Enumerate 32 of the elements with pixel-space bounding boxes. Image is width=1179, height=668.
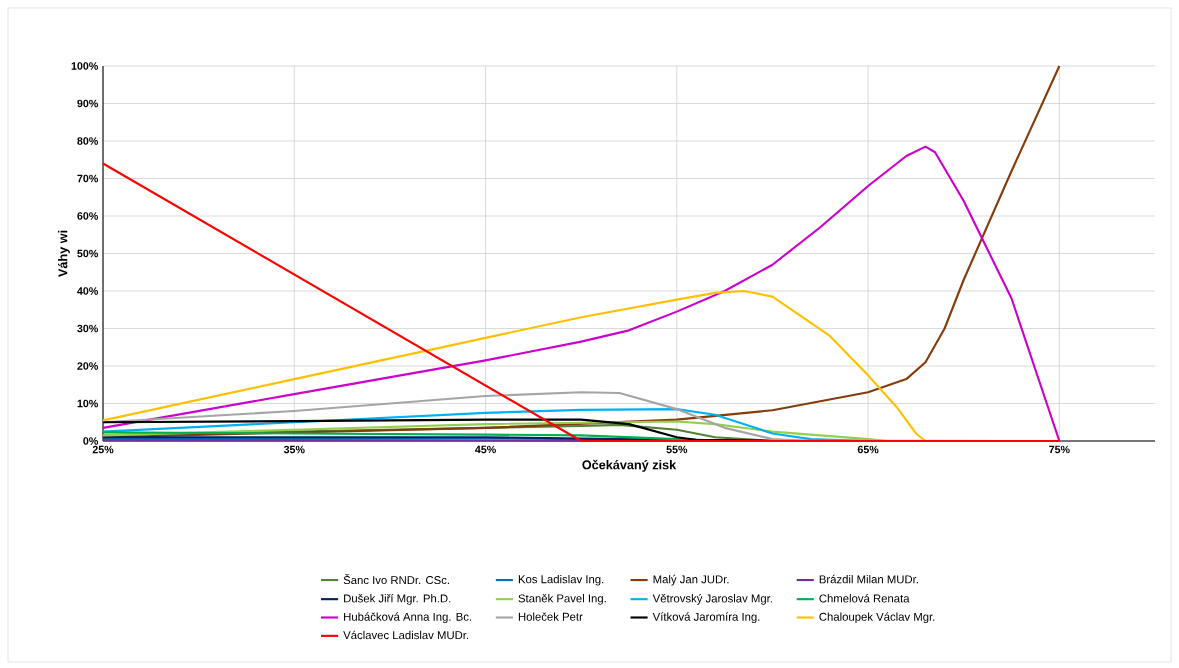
x-tick-label: 75% xyxy=(1049,445,1070,454)
legend-label: Holeček Petr xyxy=(518,612,583,621)
y-tick-label: 80% xyxy=(77,137,99,145)
y-tick-label: 20% xyxy=(77,362,99,370)
legend-label: Větrovský Jaroslav Mgr. xyxy=(652,594,772,605)
legend-label: Dušek Jiří Mgr. Ph.D. xyxy=(344,594,451,605)
legend-label: Hubáčková Anna Ing. Bc. xyxy=(344,612,472,624)
x-axis-title: Očekávaný zisk xyxy=(582,459,677,472)
legend-label: Staněk Pavel Ing. xyxy=(518,594,606,605)
legend-label: Brázdil Milan MUDr. xyxy=(819,574,918,584)
x-tick-label: 45% xyxy=(475,445,496,454)
x-tick-label: 35% xyxy=(283,445,305,454)
y-tick-label: 40% xyxy=(77,287,99,295)
y-tick-label: 70% xyxy=(77,174,99,183)
legend-label: Chmelová Renata xyxy=(819,594,910,603)
legend-label: Václavec Ladislav MUDr. xyxy=(343,630,469,640)
y-axis-title: Váhy wi xyxy=(57,230,70,277)
legend-label: Chaloupek Václav Mgr. xyxy=(819,612,935,624)
y-tick-label: 90% xyxy=(77,99,99,108)
y-tick-label: 10% xyxy=(77,399,99,408)
y-tick-label: 50% xyxy=(77,249,99,258)
x-tick-label: 55% xyxy=(666,445,688,454)
x-tick-label: 25% xyxy=(92,445,114,454)
y-tick-label: 0% xyxy=(83,437,99,445)
legend-label: Šanc Ivo RNDr. CSc. xyxy=(343,574,449,585)
legend-label: Kos Ladislav Ing. xyxy=(518,574,604,586)
y-tick-label: 30% xyxy=(77,324,99,333)
y-tick-label: 100% xyxy=(71,62,99,70)
legend-label: Malý Jan JUDr. xyxy=(653,574,729,586)
legend-label: Vítková Jaromíra Ing. xyxy=(652,612,760,624)
x-tick-label: 65% xyxy=(857,445,879,454)
y-tick-label: 60% xyxy=(77,212,99,220)
